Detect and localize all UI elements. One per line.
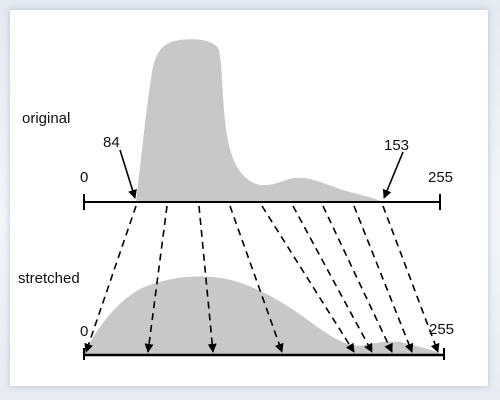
mapping-arrow <box>198 205 217 353</box>
stretched-max-label: 255 <box>429 321 454 338</box>
marker-high-arrow <box>382 151 404 199</box>
stretched-histogram <box>84 276 442 354</box>
marker-low-label: 84 <box>103 134 120 151</box>
mapping-arrow <box>84 205 137 353</box>
original-label: original <box>22 110 70 127</box>
mapping-arrow <box>382 205 440 353</box>
mapping-arrow <box>144 205 168 353</box>
mapping-arrow <box>261 205 355 353</box>
original-histogram <box>136 39 383 202</box>
mapping-arrow <box>229 205 284 353</box>
original-min-label: 0 <box>80 169 88 186</box>
stretched-label: stretched <box>18 270 80 287</box>
marker-low-arrow <box>119 149 137 199</box>
stretched-min-label: 0 <box>80 323 88 340</box>
mapping-arrow <box>322 205 393 353</box>
original-max-label: 255 <box>428 169 453 186</box>
marker-high-label: 153 <box>384 137 409 154</box>
mapping-arrow <box>353 205 414 353</box>
mapping-arrow <box>292 205 373 353</box>
mapping-arrows <box>84 205 440 353</box>
